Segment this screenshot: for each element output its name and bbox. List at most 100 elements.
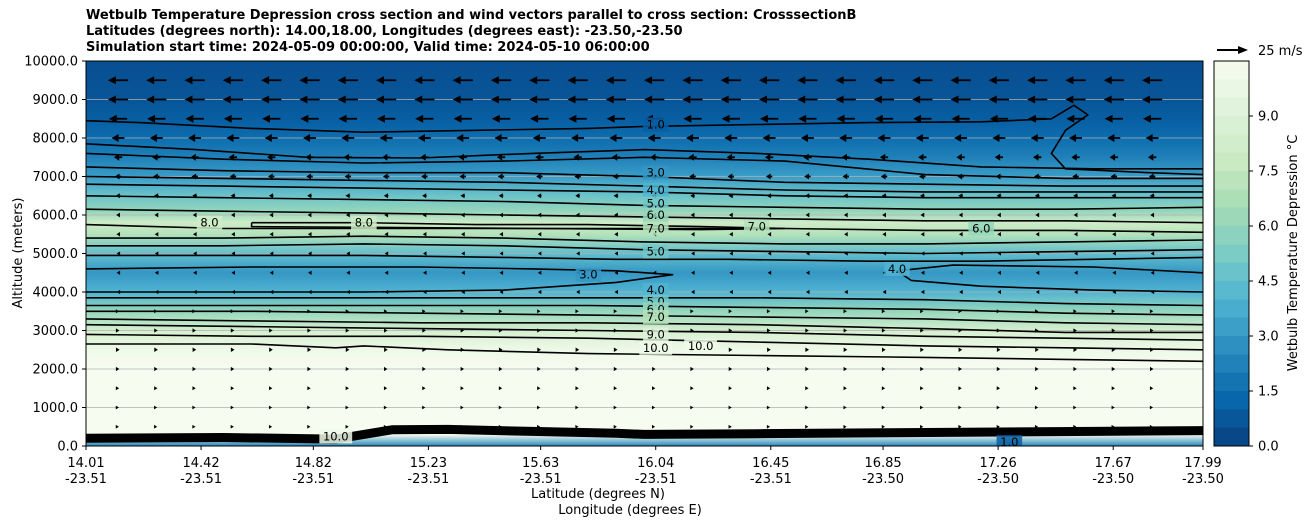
wind-vector: [498, 347, 503, 352]
wind-vector-head: [767, 251, 772, 256]
wind-vector-head: [344, 173, 350, 180]
wind-vector-head: [460, 193, 465, 199]
wind-vector: [154, 366, 158, 372]
wind-vector-head: [729, 232, 733, 237]
wind-vector-head: [383, 193, 388, 199]
wind-vector: [107, 95, 129, 104]
contour-label-bg: [642, 182, 669, 197]
wind-vector: [229, 173, 237, 180]
wind-vector: [537, 232, 542, 237]
wind-vector: [261, 76, 282, 85]
wind-vector: [877, 134, 891, 142]
wind-vector: [805, 328, 809, 333]
wind-vector-head: [690, 405, 694, 410]
wind-vector-head: [720, 95, 729, 104]
wind-vector-head: [877, 134, 885, 142]
wind-vector: [498, 424, 502, 429]
wind-vector-head: [384, 270, 389, 275]
colorbar: 0.0 1.5 3.0 4.5 6.0 7.5 9.0 Wetbulb Temperatur…: [1213, 60, 1301, 455]
wind-vector: [881, 328, 886, 333]
wind-vector: [920, 232, 925, 237]
wind-vector-head: [682, 95, 691, 104]
wind-vector: [576, 289, 580, 295]
wind-vector: [345, 347, 350, 352]
wind-vector: [307, 212, 312, 218]
wind-vector: [1112, 270, 1116, 275]
wind-vector: [222, 76, 244, 85]
wind-vector-head: [613, 424, 617, 429]
wind-vector-head: [997, 212, 1001, 218]
contour-line-8.0: [250, 221, 786, 231]
wind-vector: [337, 76, 358, 85]
wind-vector: [573, 153, 582, 161]
wind-vector-head: [843, 309, 847, 314]
wind-vector-head: [420, 153, 426, 161]
wind-vector: [650, 153, 659, 161]
wind-vector-head: [1103, 95, 1112, 104]
wind-vector: [958, 386, 962, 391]
wind-vector-head: [805, 232, 810, 237]
wind-vector: [230, 309, 235, 314]
wind-vector: [1035, 212, 1040, 218]
y-tick-label: 6000.0: [33, 209, 79, 224]
wind-vector: [345, 328, 350, 333]
wind-vector: [498, 328, 503, 333]
wind-vector-head: [192, 424, 196, 429]
wind-vector-head: [765, 173, 771, 180]
y-tick-label: 5000.0: [33, 247, 79, 262]
wind-vector-head: [575, 328, 579, 333]
contour-label: 1.0: [1000, 435, 1018, 449]
wind-vector-head: [191, 173, 197, 180]
wind-vector-head: [726, 153, 733, 161]
wind-vector-head: [499, 270, 504, 275]
contour-line-8.0: [86, 323, 1203, 341]
wind-vector: [230, 366, 235, 372]
wind-vector: [759, 114, 779, 123]
wind-vector: [1033, 173, 1041, 180]
colorbar-tick-label: 9.0: [1258, 110, 1279, 125]
wind-vector-head: [844, 270, 848, 275]
wind-vector: [532, 134, 546, 142]
wind-vector: [114, 173, 122, 180]
wind-vector: [728, 212, 733, 218]
wind-vector: [231, 289, 235, 295]
wind-vector: [1103, 95, 1124, 104]
wind-vector-head: [537, 232, 542, 237]
wind-vector: [805, 424, 809, 429]
wind-vector-head: [728, 386, 732, 391]
wind-vector-head: [422, 347, 427, 352]
contour-label: 10.0: [643, 341, 669, 355]
wind-vector: [154, 289, 159, 295]
wind-vector-head: [1073, 366, 1077, 372]
wind-vector-head: [575, 309, 579, 314]
wind-vector: [1150, 251, 1155, 256]
wind-vector: [881, 386, 886, 391]
wind-vector: [958, 424, 962, 429]
wind-vector-head: [154, 232, 159, 237]
wind-vector: [307, 232, 312, 237]
wind-vector: [300, 114, 319, 123]
wind-vector-head: [1073, 232, 1078, 237]
wind-vector: [307, 347, 312, 352]
wind-vector: [460, 405, 464, 410]
wind-vector: [346, 232, 350, 237]
wind-vector: [1073, 424, 1077, 429]
wind-vector: [498, 386, 503, 391]
wind-vector-head: [116, 289, 121, 295]
wind-vector-head: [154, 270, 159, 275]
contour-line-5.0: [86, 254, 1203, 262]
wind-vector: [422, 386, 426, 391]
x-tick-label-lat: 16.45: [752, 456, 789, 471]
contour-label: 4.0: [888, 262, 906, 276]
wind-vector-head: [614, 289, 618, 295]
wind-vector-head: [383, 405, 388, 410]
wind-vector-head: [958, 309, 962, 314]
wind-vector: [805, 309, 809, 314]
wind-vector-head: [767, 328, 771, 333]
contour-labels: 1.03.04.05.06.07.08.0 8.0 7.0 6.05.03.0 4.04…: [196, 118, 1023, 449]
wind-vector: [154, 347, 158, 352]
wind-vector: [997, 212, 1001, 218]
wind-vector: [383, 193, 389, 199]
wind-vector-head: [461, 289, 465, 295]
wind-vector-head: [499, 212, 503, 218]
